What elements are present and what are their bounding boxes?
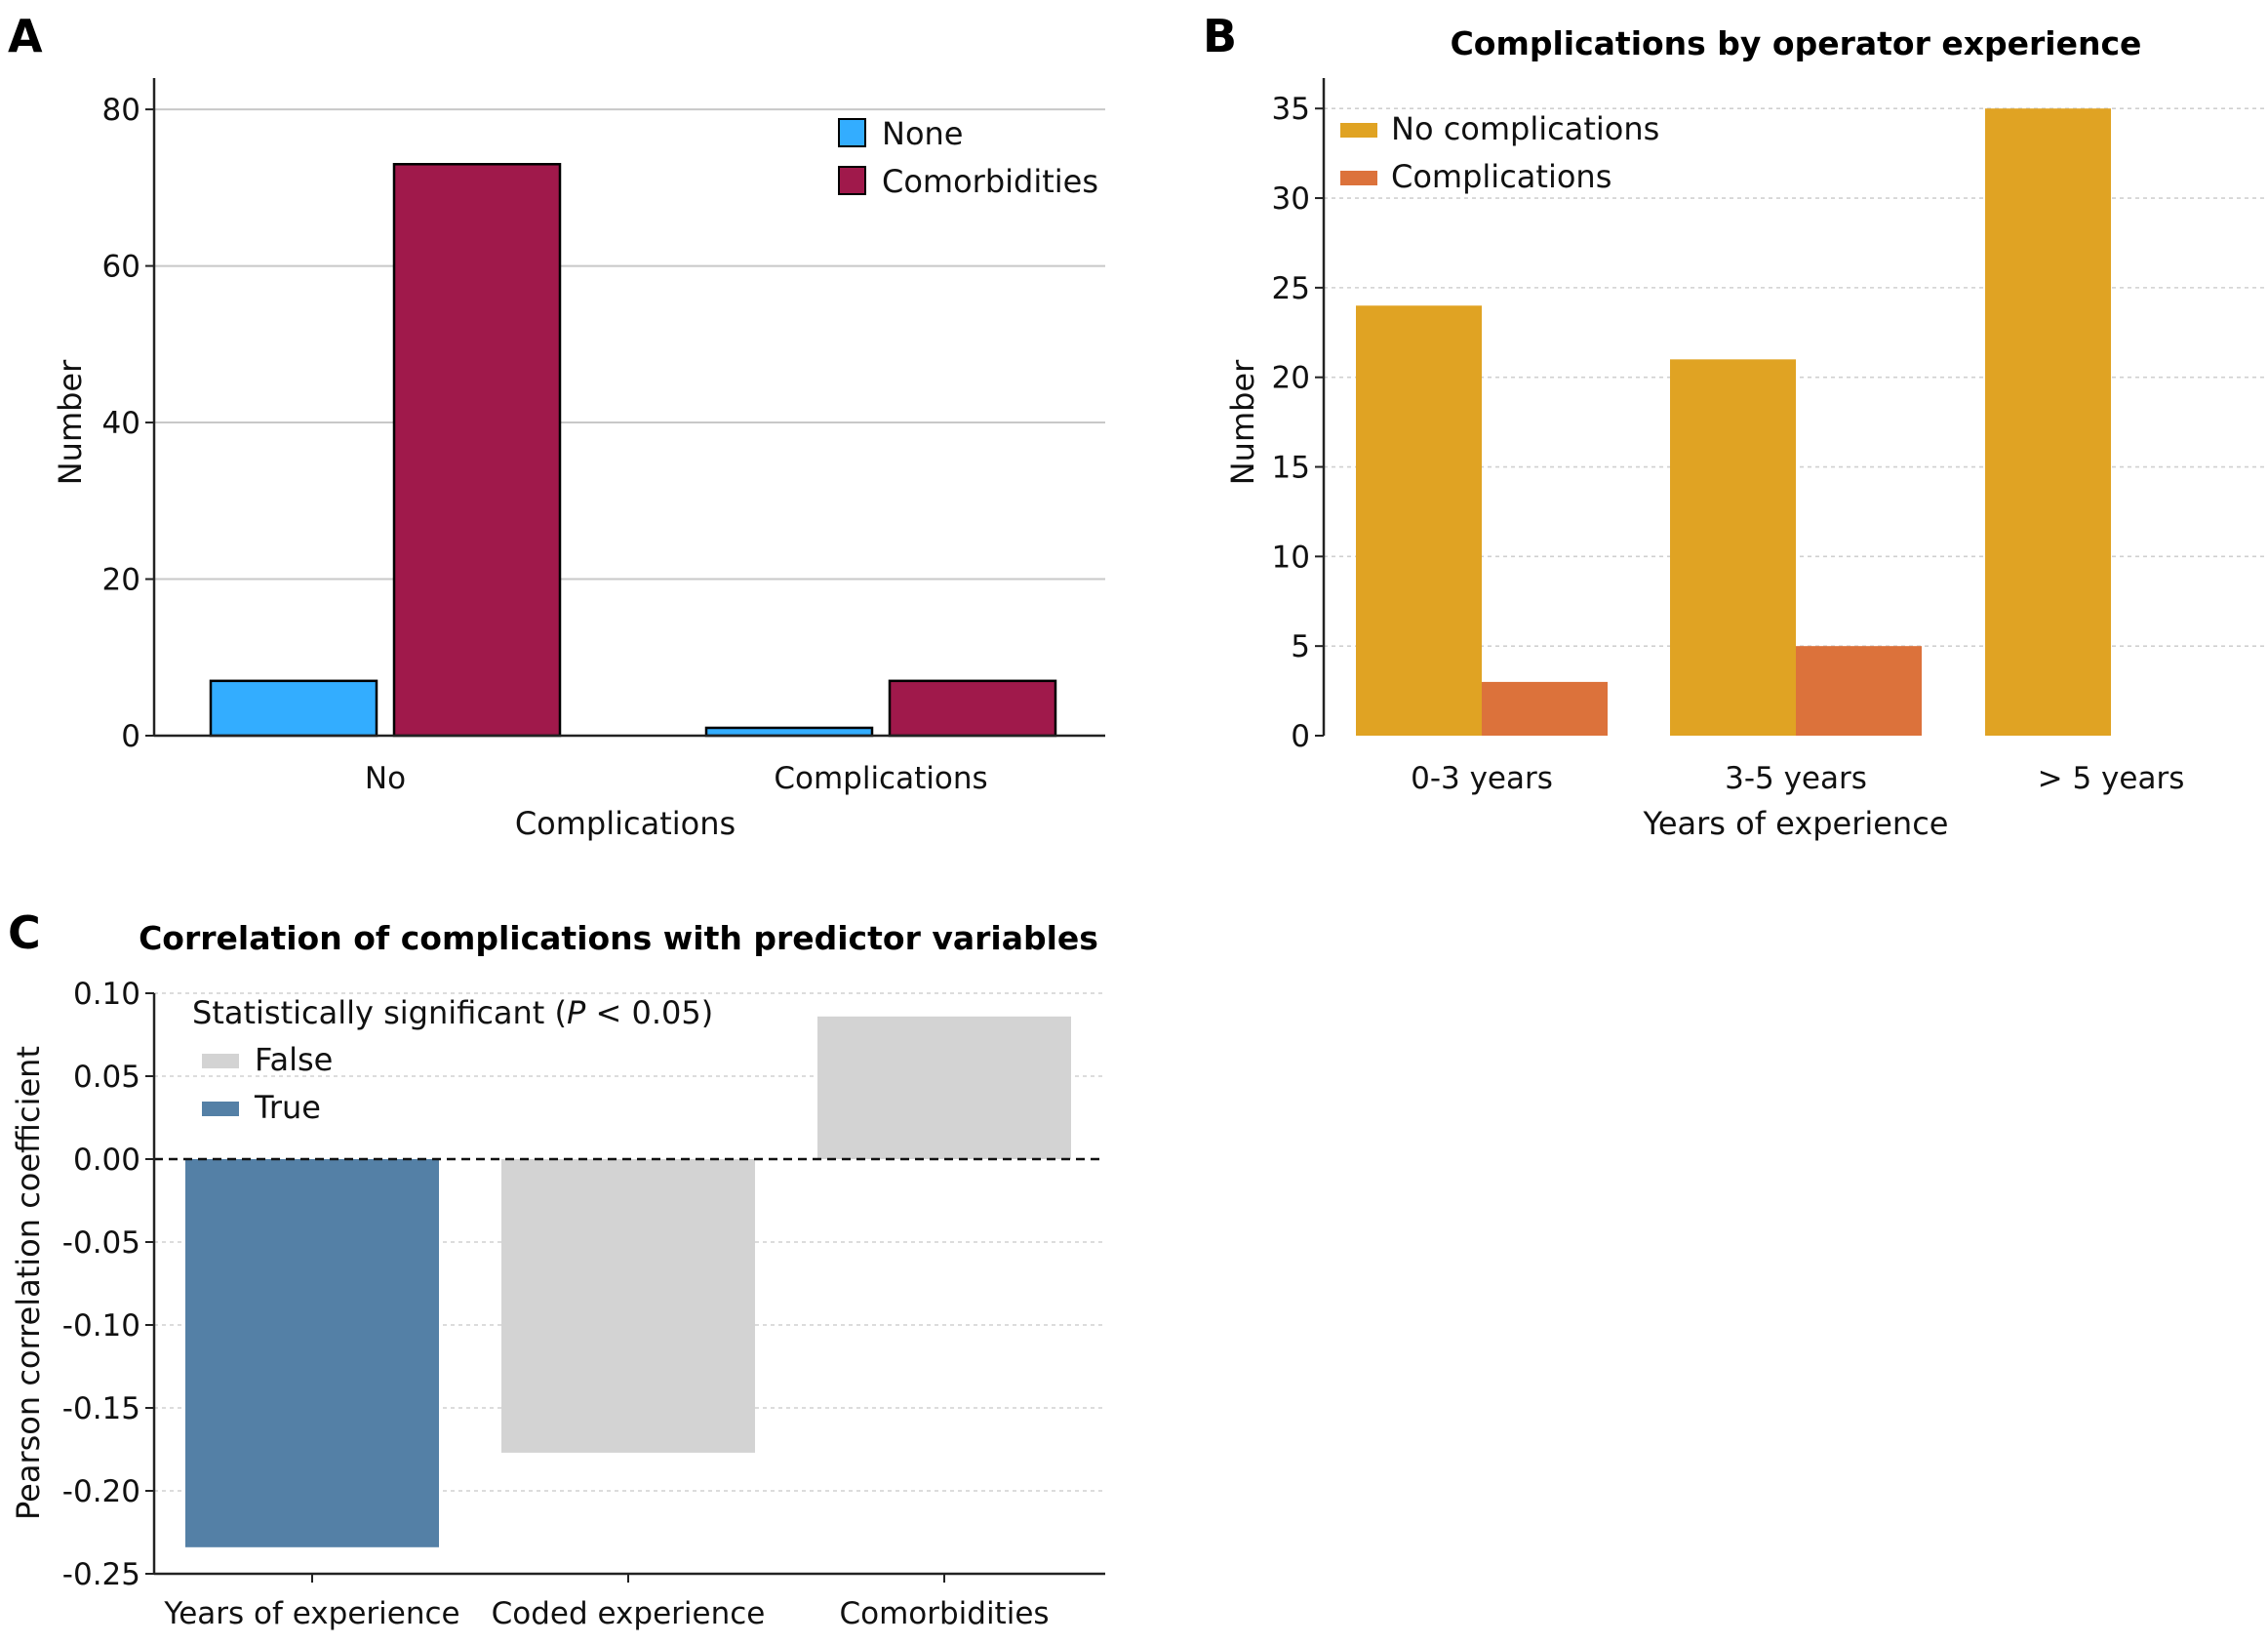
b-legend: No complications Complications — [1340, 110, 1659, 195]
b-x-tick-label: 3-5 years — [1725, 761, 1867, 796]
b-bar-no-complications-5-years — [1985, 108, 2111, 737]
b-x-axis-label: Years of experience — [1643, 805, 1949, 842]
a-y-tick-label: 40 — [102, 406, 140, 441]
a-y-tick-label: 80 — [102, 93, 140, 128]
legend-swatch-true — [202, 1102, 239, 1116]
c-legend-title-prefix: Statistically significant ( — [192, 994, 567, 1031]
b-x-tick-label: > 5 years — [2038, 761, 2185, 796]
c-y-tick-label: 0.10 — [73, 977, 140, 1012]
b-chart-title: Complications by operator experience — [1451, 24, 2142, 62]
legend-swatch-false — [202, 1054, 239, 1068]
a-legend: None Comorbidities — [838, 115, 1098, 200]
a-y-tick-label: 60 — [102, 250, 140, 285]
legend-label-none: None — [882, 115, 963, 152]
b-y-axis-label: Number — [1224, 359, 1261, 485]
b-y-tick-label: 15 — [1272, 451, 1310, 486]
c-y-tick-label: -0.05 — [62, 1225, 140, 1261]
c-legend: Statistically significant (P < 0.05) Fal… — [192, 994, 713, 1126]
b-bar-no-complications-0-3-years — [1356, 305, 1482, 736]
a-x-tick-label: No — [365, 761, 406, 796]
b-x-tick-label: 0-3 years — [1411, 761, 1553, 796]
legend-swatch-none — [838, 118, 866, 147]
c-x-tick-label: Comorbidities — [839, 1596, 1049, 1631]
a-bar-none-no — [209, 679, 378, 738]
c-x-tick-label: Years of experience — [163, 1596, 459, 1631]
c-y-tick-label: -0.25 — [62, 1557, 140, 1592]
legend-label-comorbidities: Comorbidities — [882, 163, 1098, 200]
b-y-tick-label: 0 — [1291, 719, 1310, 754]
c-y-axis-label: Pearson correlation coefficient — [10, 1046, 47, 1520]
c-y-tick-label: -0.10 — [62, 1308, 140, 1344]
b-bar-complications-0-3-years — [1482, 681, 1608, 736]
b-bar-complications-3-5-years — [1796, 646, 1922, 736]
legend-swatch-no-complications — [1340, 123, 1377, 138]
b-y-tick-label: 20 — [1272, 361, 1310, 396]
b-y-tick-label: 5 — [1291, 629, 1310, 664]
a-y-tick-label: 0 — [121, 719, 140, 754]
c-bar-coded-experience — [501, 1159, 755, 1453]
c-bar-years-of-experience — [185, 1159, 439, 1547]
a-bar-comorbidities-complications — [888, 679, 1057, 738]
c-y-tick-label: -0.15 — [62, 1391, 140, 1426]
b-y-tick-label: 25 — [1272, 271, 1310, 306]
b-y-tick-label: 35 — [1272, 92, 1310, 127]
c-x-tick-label: Coded experience — [492, 1596, 766, 1631]
legend-swatch-comorbidities — [838, 166, 866, 195]
panel-c-label: C — [8, 906, 41, 959]
legend-label-complications: Complications — [1391, 158, 1611, 195]
panel-c: C Correlation of complications with pred… — [8, 906, 1105, 1631]
c-chart-title: Correlation of complications with predic… — [139, 919, 1098, 957]
panel-b: B Complications by operator experience 0… — [1203, 10, 2268, 842]
a-y-axis-label: Number — [52, 359, 89, 485]
legend-label-no-complications: No complications — [1391, 110, 1659, 147]
c-y-tick-label: -0.20 — [62, 1474, 140, 1509]
legend-swatch-complications — [1340, 171, 1377, 185]
b-bar-no-complications-3-5-years — [1670, 359, 1796, 736]
legend-label-true: True — [254, 1089, 321, 1126]
c-legend-title-italic: P — [567, 994, 586, 1031]
c-bar-comorbidities — [817, 1016, 1071, 1159]
b-y-tick-label: 10 — [1272, 540, 1310, 575]
a-bar-comorbidities-no — [392, 163, 562, 738]
c-legend-title-suffix: < 0.05) — [585, 994, 713, 1031]
panel-a-label: A — [8, 10, 43, 62]
panel-a: A 0 20 40 60 80 No Complications Number Compl… — [8, 10, 1105, 842]
panel-b-label: B — [1203, 10, 1237, 62]
c-legend-title: Statistically significant (P < 0.05) — [192, 994, 713, 1031]
c-y-tick-label: 0.05 — [73, 1060, 140, 1095]
a-x-tick-label: Complications — [774, 761, 987, 796]
b-y-tick-label: 30 — [1272, 181, 1310, 217]
c-y-tick-label: 0.00 — [73, 1143, 140, 1178]
legend-label-false: False — [255, 1041, 333, 1078]
a-x-axis-label: Complications — [515, 805, 736, 842]
a-y-tick-label: 20 — [102, 563, 140, 598]
